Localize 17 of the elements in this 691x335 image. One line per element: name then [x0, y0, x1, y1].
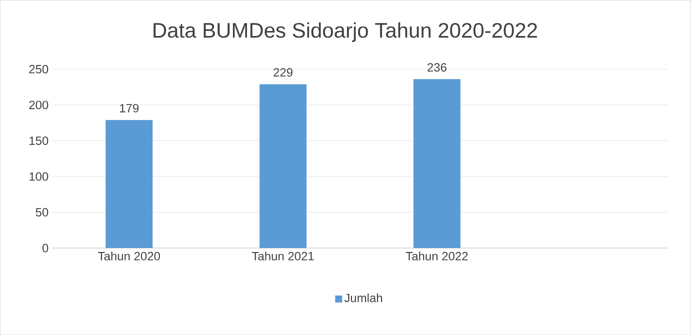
legend-label: Jumlah: [344, 293, 382, 302]
data-label: 236: [428, 63, 446, 72]
y-tick-label: 0: [42, 244, 48, 252]
y-tick-label: 200: [29, 100, 48, 110]
y-tick-label: 50: [36, 208, 48, 216]
y-tick-label: 100: [30, 172, 48, 181]
y-tick-label: 150: [30, 136, 48, 145]
y-tick-label: 250: [29, 64, 48, 74]
bar: [413, 79, 460, 248]
x-tick-label: Tahun 2022: [406, 252, 468, 260]
chart-title: Data BUMDes Sidoarjo Tahun 2020-2022: [154, 22, 537, 42]
x-tick-label: Tahun 2021: [252, 252, 314, 260]
data-label: 229: [274, 68, 292, 77]
data-label: 179: [120, 104, 139, 112]
bar: [106, 120, 153, 248]
bar: [260, 84, 307, 248]
x-tick-label: Tahun 2020: [98, 252, 160, 260]
